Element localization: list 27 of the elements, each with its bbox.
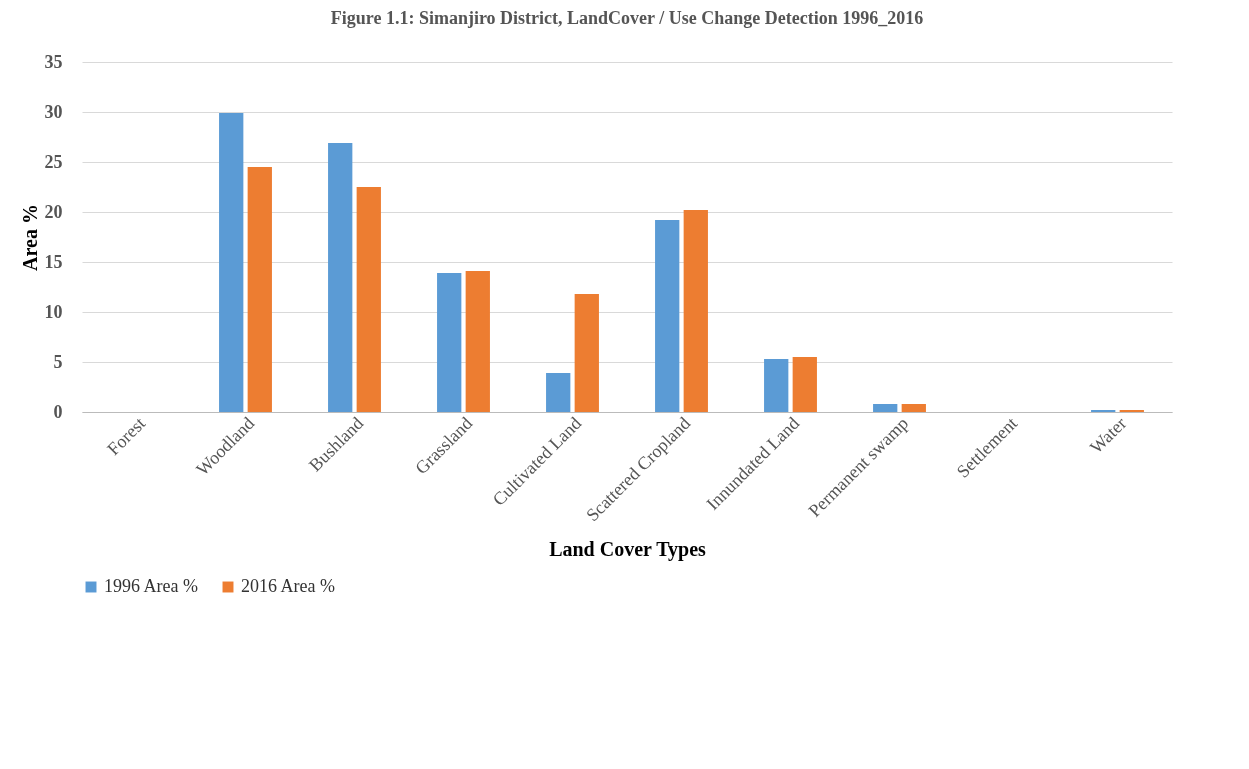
bar [655,220,680,412]
y-tick-label: 10 [44,301,63,322]
y-tick-label: 5 [53,351,63,372]
bar [683,210,708,412]
bar [437,273,462,412]
bar [219,113,244,412]
bar [873,404,898,412]
bar [465,271,490,412]
legend-label: 2016 Area % [241,576,335,596]
bar [328,143,353,412]
y-tick-label: 25 [44,151,63,172]
bar [792,357,817,412]
y-tick-label: 15 [44,251,63,272]
x-axis-title: Land Cover Types [549,538,707,562]
legend-label: 1996 Area % [104,576,198,596]
y-tick-label: 35 [44,51,63,72]
chart-title: Figure 1.1: Simanjiro District, LandCover / Use Change Detection 1996_2016 [330,8,924,28]
y-tick-label: 0 [53,401,63,422]
bar [247,167,272,412]
y-tick-label: 20 [44,201,63,222]
y-tick-label: 30 [44,101,63,122]
bar [764,359,789,412]
bar [901,404,926,412]
bar [574,294,599,412]
y-axis-title: Area % [18,204,41,271]
bar [546,373,571,412]
bar [356,187,381,412]
